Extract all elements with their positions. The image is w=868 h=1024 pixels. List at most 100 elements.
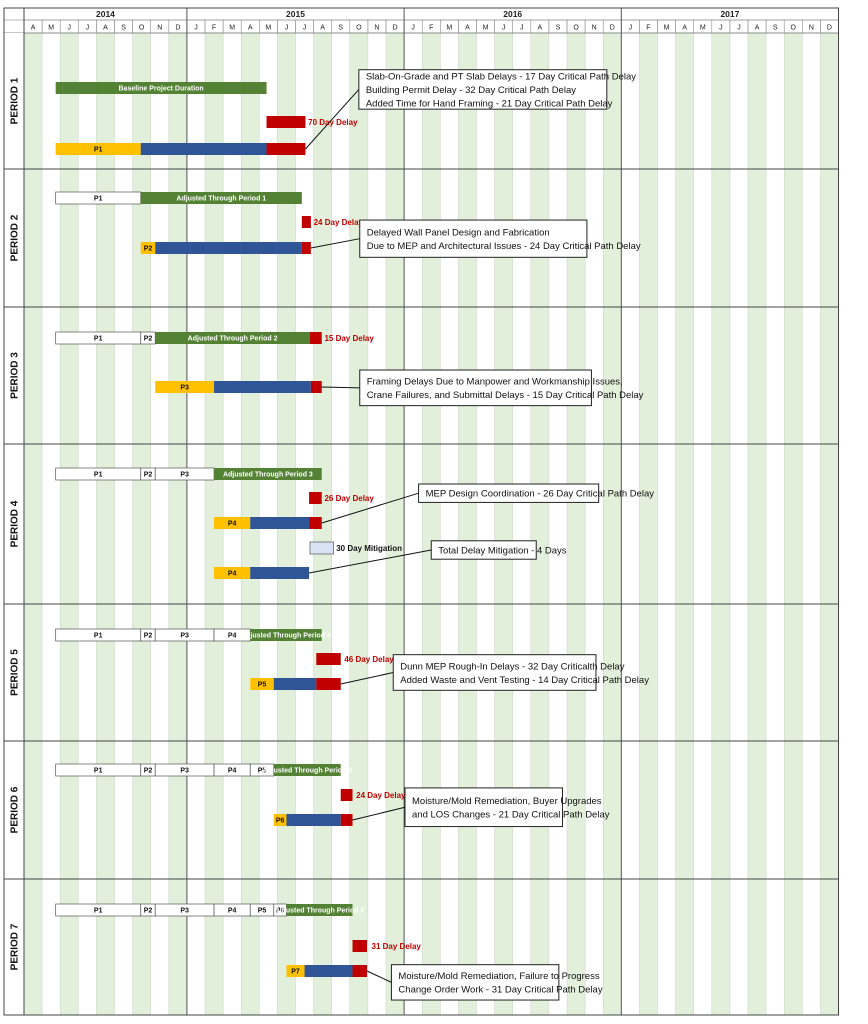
month-label: A [320,25,325,32]
bar-blue [286,814,341,826]
delay-label: 24 Day Delay [314,218,364,227]
callout-text: Moisture/Mold Remediation, Buyer Upgrade… [412,796,602,807]
callout-leader-line [366,970,392,983]
month-label: A [538,25,543,32]
bar-red [316,678,341,690]
bar-red [316,653,341,665]
bar-mitigation [309,541,334,555]
month-stripe [422,33,441,1015]
month-label: J [285,25,289,32]
bar-label: P2 [144,768,153,775]
bar-red [340,814,353,826]
bar-label: P6 [276,908,285,915]
month-label: A [755,25,760,32]
callout-text: Moisture/Mold Remediation, Failure to Pr… [398,971,599,982]
period-label: PERIOD 5 [10,649,21,696]
bar-blue [304,965,353,977]
bar-yellow [214,567,251,579]
bar-label: P7 [291,969,300,976]
period-label-column [4,33,24,1015]
year-label: 2017 [720,9,739,19]
bar-green [250,629,322,641]
month-label: F [212,25,216,32]
period-label: PERIOD 7 [10,923,21,970]
callout-text: Due to MEP and Architectural Issues - 24… [367,241,641,252]
month-label: D [393,25,398,32]
month-stripe [530,33,549,1015]
month-stripe [24,33,43,1015]
period-label: PERIOD 4 [10,500,21,547]
month-label: O [791,25,797,32]
bar-label: P2 [144,908,153,915]
delay-label: 26 Day Delay [324,494,374,503]
callout-text: Change Order Work - 31 Day Critical Path… [398,985,602,996]
bar-blue [273,678,317,690]
month-gridlines [23,20,839,1015]
bar-yellow [273,814,287,826]
year-label: 2014 [96,9,115,19]
delay-label: 31 Day Delay [372,942,422,951]
bar-label: P1 [94,147,103,154]
callout-text: MEP Design Coordination - 26 Day Critica… [426,489,655,500]
month-stripe [711,33,730,1015]
period-group: P1 Adjusted Through Period 1 P2 24 Day Dela… [55,191,641,258]
bar-label: P5 [258,908,267,915]
month-label: A [103,25,108,32]
month-label: N [809,25,814,32]
period-label: PERIOD 6 [10,786,21,833]
year-label: 2016 [503,9,522,19]
header-corner [3,7,25,34]
bar-label: Adjusted Through Period 5 [262,768,352,775]
bar-label: P4 [228,521,237,528]
month-label: A [682,25,687,32]
bar-label: P1 [94,908,103,915]
callout-text: and LOS Changes - 21 Day Critical Path D… [412,809,610,820]
period-label: PERIOD 1 [10,77,21,124]
month-label: A [465,25,470,32]
month-label: A [248,25,253,32]
callout-text: Added Time for Hand Framing - 21 Day Cri… [366,98,613,109]
callout-box [390,964,560,1001]
callout-text: Total Delay Mitigation - 4 Days [438,546,567,557]
month-label: F [646,25,650,32]
bar-label: P1 [94,472,103,479]
bar-label: P2 [144,472,153,479]
callout-text: Slab-On-Grade and PT Slab Delays - 17 Da… [366,71,636,82]
month-label: S [338,25,343,32]
bar-label: P3 [180,768,189,775]
bar-red [301,216,311,228]
month-label: S [773,25,778,32]
bar-label: P2 [144,336,153,343]
year-label: 2015 [286,9,305,19]
bar-label: P4 [228,571,237,578]
month-stripe [820,33,839,1015]
bar-label: Adjusted Through Period 1 [176,196,266,203]
month-label: J [303,25,307,32]
period-label: PERIOD 3 [10,352,21,399]
bar-label: P1 [94,768,103,775]
bar-label: Baseline Project Duration [119,86,204,93]
callout-text: Framing Delays Due to Manpower and Workm… [367,377,623,388]
bar-label: P4 [228,768,237,775]
month-label: S [556,25,561,32]
delay-label: 15 Day Delay [324,334,374,343]
bar-label: P5 [258,768,267,775]
bar-blue [214,381,311,393]
month-stripe [349,33,368,1015]
bar-label: Adjusted Through Period 4 [241,633,331,640]
month-stripe [567,33,586,1015]
bar-blue [155,242,302,254]
month-label: A [31,25,36,32]
callout-leader-line [305,89,360,150]
bar-label: P2 [144,633,153,640]
callout-leader-line [308,549,432,574]
bar-label: P3 [180,908,189,915]
month-label: N [157,25,162,32]
bar-green [273,764,341,776]
callout-box [392,654,597,691]
month-label: J [629,25,633,32]
period-group: P1 P2 P3 Adjusted Through Period 3 P4 P4 26 Da… [55,467,655,579]
callout-leader-line [310,238,360,249]
month-stripe [168,33,187,1015]
